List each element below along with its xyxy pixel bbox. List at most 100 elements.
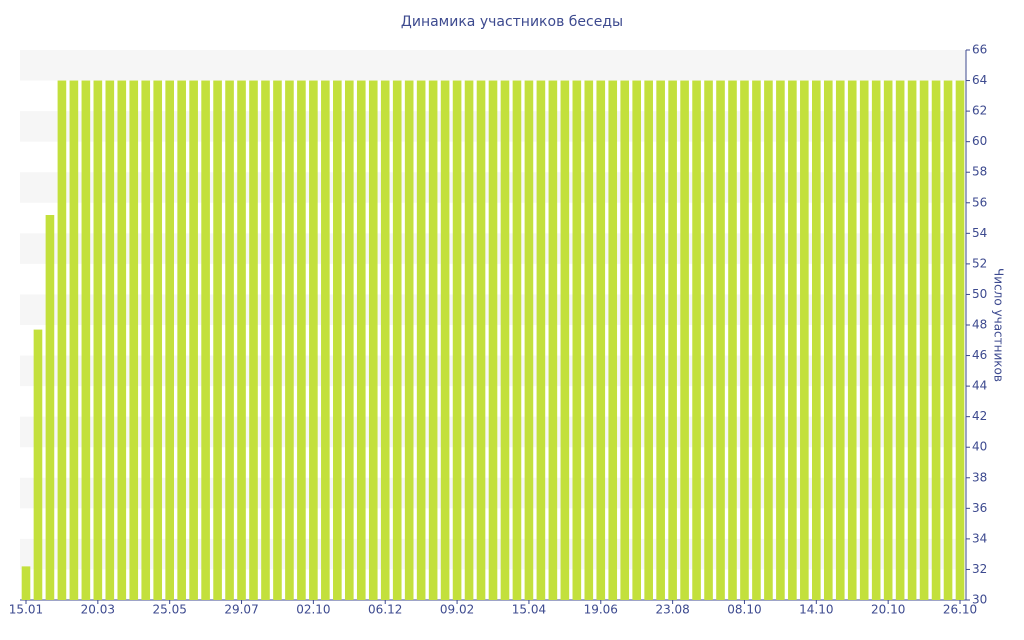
bar [333,80,342,601]
bar [704,80,713,601]
bar [572,80,582,601]
y-tick-label: 40 [972,440,987,454]
y-tick-label: 58 [972,165,987,179]
x-tick-label: 15.01 [9,603,43,617]
bar [356,80,366,601]
bar [620,80,630,601]
y-tick-label: 42 [972,409,987,423]
bar [895,80,905,601]
bar [69,80,79,601]
x-tick-label: 25.05 [153,603,187,617]
y-tick-label: 64 [972,73,987,87]
y-tick-label: 36 [972,501,987,515]
bar [955,80,965,601]
y-tick-label: 48 [972,318,987,332]
bar [548,80,558,601]
bar [883,80,893,601]
y-tick-label: 52 [972,256,987,270]
bar [871,80,881,601]
x-tick-label: 09.02 [440,603,474,617]
bar [823,80,833,601]
bar [237,80,246,601]
bar [153,80,163,601]
x-tick-label: 29.07 [224,603,258,617]
x-tick-label: 08.10 [727,603,761,617]
bar [716,80,725,601]
bar [177,80,186,601]
bar [859,80,869,601]
bar [392,80,402,601]
bar [273,80,282,601]
bar [297,80,306,601]
bar [656,80,665,601]
bar [165,80,174,601]
bar [488,80,498,601]
bar [728,80,737,601]
bar [81,80,91,601]
y-tick-label: 44 [972,379,987,393]
bar [764,80,773,601]
bar [812,80,821,601]
bar [416,80,426,601]
bar [225,80,234,601]
bar [440,80,450,601]
x-tick-label: 23.08 [655,603,689,617]
bar [201,80,210,601]
x-tick-label: 19.06 [584,603,618,617]
bar [668,80,677,601]
x-tick-label: 06.12 [368,603,402,617]
bar [129,80,139,601]
y-tick-label: 34 [972,531,987,545]
y-tick-label: 66 [972,43,987,57]
bar [476,80,486,601]
bar [931,80,941,601]
x-tick-label: 15.04 [512,603,546,617]
y-tick-label: 54 [972,226,987,240]
bar [213,80,222,601]
bar [21,566,31,600]
bar [117,80,127,601]
bar [33,329,43,600]
bar [943,80,953,601]
y-tick-label: 38 [972,470,987,484]
y-tick-label: 46 [972,348,987,362]
bar [464,80,474,601]
bar [692,80,701,601]
bar [752,80,761,601]
x-tick-label: 26.10 [943,603,977,617]
bar [632,80,642,601]
bar [512,80,522,601]
x-tick-label: 20.03 [81,603,115,617]
bar [105,80,115,601]
x-tick-label: 02.10 [296,603,330,617]
y-tick-label: 62 [972,104,987,118]
bar [560,80,570,601]
bar [776,80,785,601]
x-tick-label: 14.10 [799,603,833,617]
bar [500,80,510,601]
bar [45,215,55,600]
x-tick-label: 20.10 [871,603,905,617]
grid-band [20,50,966,81]
bar [380,80,390,601]
y-tick-label: 50 [972,287,987,301]
y-tick-label: 56 [972,195,987,209]
bar [309,80,318,601]
bar [740,80,749,601]
bar [404,80,414,601]
y-tick-label: 30 [972,593,987,607]
chart-title: Динамика участников беседы [401,14,623,30]
bar [452,80,462,601]
y-axis-title: Число участников [992,268,1006,382]
bar [788,80,797,601]
bar [428,80,438,601]
bar [608,80,618,601]
bar [919,80,929,601]
y-tick-label: 60 [972,134,987,148]
bar [93,80,103,601]
bar [524,80,534,601]
bar [368,80,378,601]
bar [344,80,354,601]
bar [141,80,151,601]
